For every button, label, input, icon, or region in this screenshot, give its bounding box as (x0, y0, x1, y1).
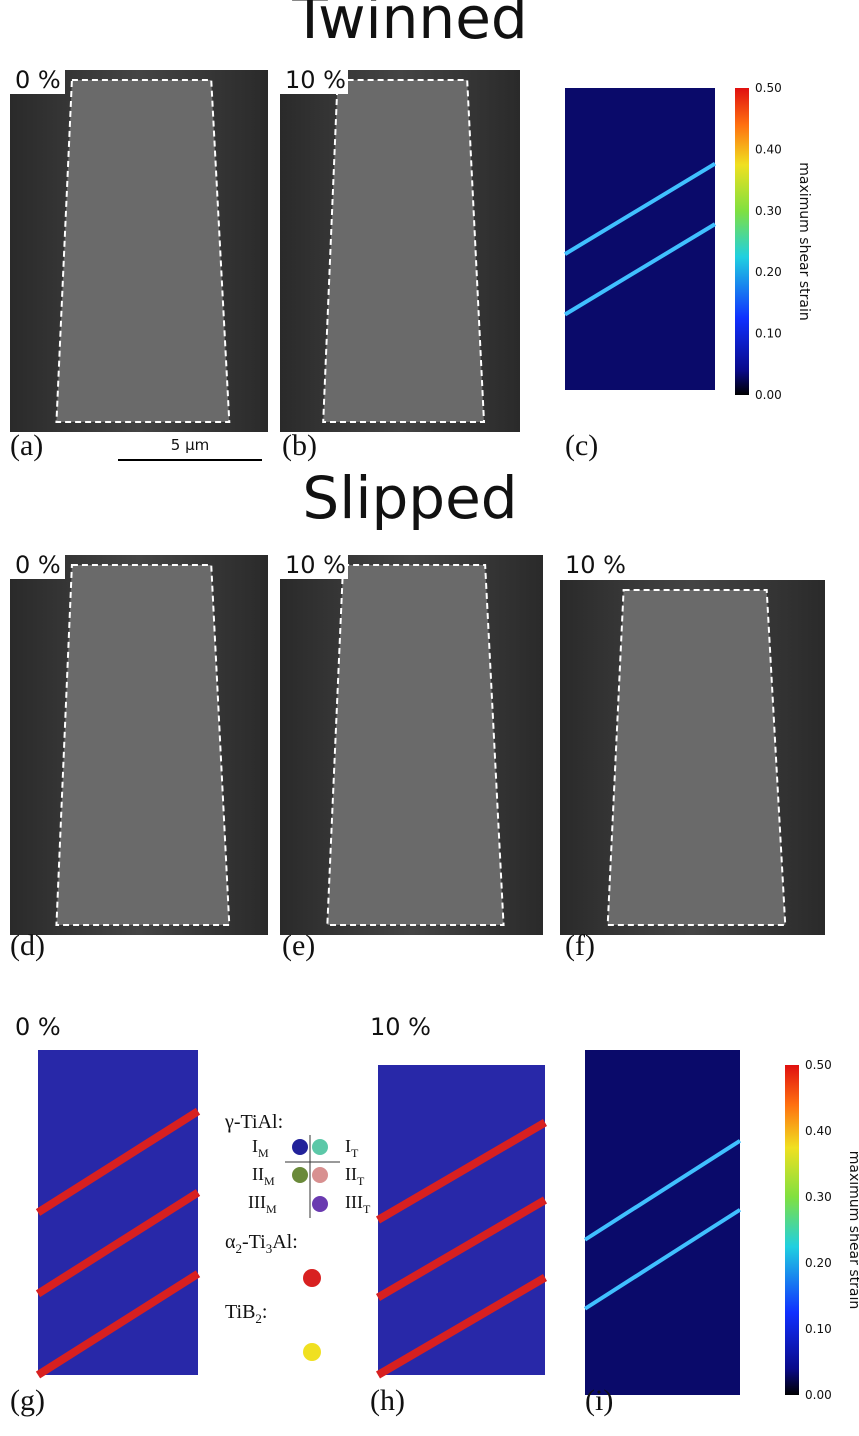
colorbar-tick: 0.40 (755, 142, 782, 156)
variant-base: III (345, 1192, 363, 1212)
variant-sub: T (357, 1174, 365, 1188)
text-part: : (262, 1301, 268, 1323)
legend-variant: IIIT (345, 1192, 371, 1216)
panel-label: (e) (282, 929, 315, 962)
pillar (323, 80, 484, 422)
colorbar-label: maximum shear strain (796, 162, 812, 320)
panel-label: (d) (10, 929, 45, 962)
strain-label: 10 % (285, 66, 346, 94)
panel-label: (h) (370, 1384, 405, 1417)
variant-sub: M (264, 1174, 275, 1188)
colorbar-tick: 0.20 (755, 265, 782, 279)
strain-label: 10 % (370, 1013, 431, 1041)
legend-variant: IIM (252, 1164, 275, 1188)
variant-sub: M (258, 1146, 269, 1160)
variant-sub: T (351, 1146, 359, 1160)
strain-label: 0 % (15, 551, 61, 579)
legend-variant: IT (345, 1136, 359, 1160)
colorbar-tick: 0.10 (805, 1322, 832, 1336)
colorbar-label: maximum shear strain (846, 1151, 859, 1309)
text-part: TiB (225, 1301, 255, 1323)
strain-label: 10 % (565, 551, 626, 579)
legend-title: γ-TiAl: (224, 1111, 283, 1133)
pillar (608, 590, 786, 925)
strain-label: 0 % (15, 66, 61, 94)
figure: Twinned Slipped (a) 0 % (b) 10 % (c) (d) 0 % (e) 1… (0, 0, 859, 1436)
legend-dot (312, 1196, 328, 1212)
variant-sub: M (266, 1202, 277, 1216)
colorbar-tick: 0.30 (755, 204, 782, 218)
colorbar-tick: 0.50 (755, 81, 782, 95)
variant-base: II (345, 1164, 357, 1184)
colorbar-tick: 0.40 (805, 1124, 832, 1138)
variant-base: II (252, 1164, 264, 1184)
panel-label: (i) (585, 1384, 613, 1417)
variant-sub: T (363, 1202, 371, 1216)
text-part: Al: (272, 1231, 298, 1253)
legend-dot (312, 1167, 328, 1183)
pillar (56, 565, 229, 925)
pillar (56, 80, 229, 422)
panel-label: (a) (10, 429, 43, 462)
pillar (327, 565, 503, 925)
legend-title: TiB2: (225, 1301, 267, 1326)
section-title: Slipped (302, 464, 517, 532)
legend-dot (303, 1343, 321, 1361)
panel-label: (f) (565, 929, 595, 962)
panel-label: (b) (282, 429, 317, 462)
scale-bar-label: 5 μm (171, 436, 209, 454)
legend-dot (292, 1139, 308, 1155)
legend-dot (303, 1269, 321, 1287)
colorbar-tick: 0.00 (805, 1388, 832, 1402)
colorbar-tick: 0.50 (805, 1058, 832, 1072)
colorbar (785, 1065, 799, 1395)
text-part: α (225, 1231, 236, 1253)
legend-variant: IIIM (248, 1192, 277, 1216)
variant-base: III (248, 1192, 266, 1212)
colorbar-tick: 0.00 (755, 388, 782, 402)
legend-dot (312, 1139, 328, 1155)
legend-variant: IIT (345, 1164, 365, 1188)
panel-label: (c) (565, 429, 598, 462)
legend-variant: IM (252, 1136, 269, 1160)
section-title: Twinned (291, 0, 527, 52)
colorbar (735, 88, 749, 395)
text-part: -Ti (242, 1231, 266, 1253)
panel-label: (g) (10, 1384, 45, 1417)
legend-title: α2-Ti3Al: (225, 1231, 298, 1256)
colorbar-tick: 0.10 (755, 327, 782, 341)
legend-dot (292, 1167, 308, 1183)
colorbar-tick: 0.30 (805, 1190, 832, 1204)
strain-label: 0 % (15, 1013, 61, 1041)
strain-label: 10 % (285, 551, 346, 579)
colorbar-tick: 0.20 (805, 1256, 832, 1270)
